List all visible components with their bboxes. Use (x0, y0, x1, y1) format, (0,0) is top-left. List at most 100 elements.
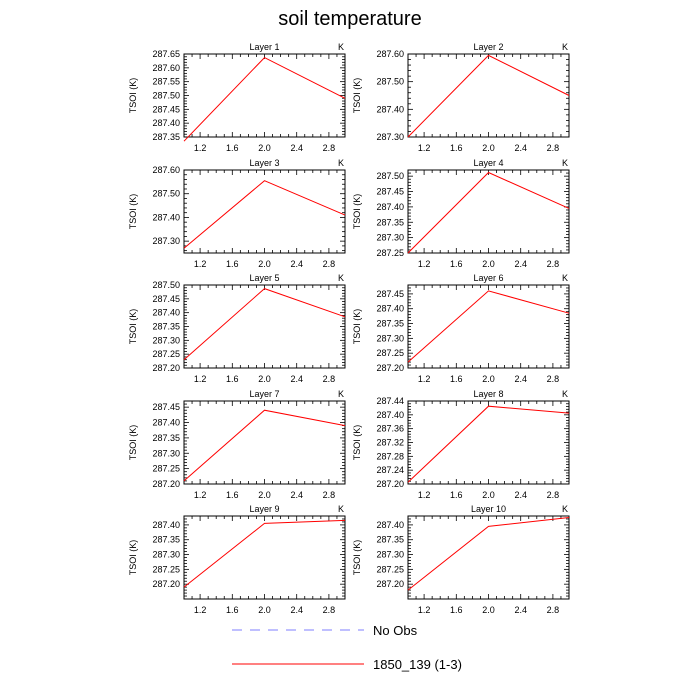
y-tick-label: 287.30 (376, 233, 404, 243)
panel-title: Layer 8 (473, 389, 503, 399)
x-tick-label: 1.2 (194, 490, 207, 500)
x-tick-label: 2.0 (258, 605, 271, 615)
x-tick-label: 2.4 (290, 259, 303, 269)
x-tick-label: 2.0 (482, 143, 495, 153)
x-tick-label: 1.2 (418, 490, 431, 500)
y-tick-label: 287.40 (152, 118, 180, 128)
y-axis-label: TSOI (K) (128, 425, 138, 461)
y-axis-label: TSOI (K) (128, 309, 138, 345)
panel-title: Layer 9 (249, 504, 279, 514)
y-tick-label: 287.45 (376, 289, 404, 299)
y-axis-label: TSOI (K) (128, 540, 138, 576)
x-tick-label: 2.8 (547, 490, 560, 500)
panel-layer-10: 1.2 1.6 2.0 2.4 2.8 287.20 287.25 287.30 287.35 2… (352, 504, 570, 615)
y-tick-label: 287.40 (376, 202, 404, 212)
y-tick-label: 287.25 (152, 349, 180, 359)
y-tick-label: 287.50 (376, 77, 404, 87)
y-tick-label: 287.25 (152, 564, 180, 574)
series-line (183, 180, 346, 249)
x-tick-label: 2.0 (258, 490, 271, 500)
x-tick-label: 1.2 (418, 605, 431, 615)
y-tick-label: 287.35 (152, 132, 180, 142)
plot-frame (183, 169, 346, 254)
y-tick-label: 287.30 (376, 333, 404, 343)
x-tick-label: 1.6 (450, 259, 463, 269)
x-tick-label: 2.8 (547, 143, 560, 153)
y-tick-label: 287.20 (376, 363, 404, 373)
y-tick-label: 287.65 (152, 49, 180, 59)
panel-layer-1: 1.2 1.6 2.0 2.4 2.8 287.35 287.40 287.45 287.50 2… (128, 42, 346, 153)
y-tick-label: 287.60 (152, 63, 180, 73)
y-tick-label: 287.55 (152, 77, 180, 87)
y-tick-label: 287.40 (152, 520, 180, 530)
series-line (407, 517, 570, 591)
x-tick-label: 2.8 (547, 374, 560, 384)
series-line (407, 171, 570, 254)
panel-layer-6: 1.2 1.6 2.0 2.4 2.8 287.20 287.25 287.30 287.35 2… (352, 273, 570, 384)
y-tick-label: 287.30 (152, 448, 180, 458)
x-tick-label: 2.8 (547, 605, 560, 615)
y-axis-label: TSOI (K) (352, 309, 362, 345)
x-tick-label: 1.2 (418, 259, 431, 269)
x-tick-label: 2.4 (514, 374, 527, 384)
series-line (183, 519, 346, 588)
y-tick-label: 287.60 (152, 165, 180, 175)
plot-frame (183, 53, 346, 138)
y-tick-label: 287.35 (376, 319, 404, 329)
x-tick-label: 2.4 (514, 143, 527, 153)
units-label: K (562, 504, 568, 514)
y-tick-label: 287.36 (376, 424, 404, 434)
y-tick-label: 287.24 (376, 465, 404, 475)
y-tick-label: 287.20 (152, 579, 180, 589)
x-tick-label: 2.0 (482, 259, 495, 269)
y-tick-label: 287.28 (376, 451, 404, 461)
x-tick-label: 2.4 (290, 374, 303, 384)
x-tick-label: 2.0 (258, 374, 271, 384)
x-tick-label: 2.0 (482, 490, 495, 500)
y-tick-label: 287.40 (376, 410, 404, 420)
x-tick-label: 2.4 (514, 605, 527, 615)
y-tick-label: 287.35 (376, 535, 404, 545)
x-tick-label: 2.8 (323, 259, 336, 269)
x-tick-label: 1.6 (226, 490, 239, 500)
y-tick-label: 287.35 (152, 535, 180, 545)
y-tick-label: 287.25 (376, 564, 404, 574)
x-tick-label: 1.6 (226, 143, 239, 153)
x-tick-label: 2.4 (290, 143, 303, 153)
y-tick-label: 287.40 (376, 520, 404, 530)
y-tick-label: 287.30 (376, 132, 404, 142)
panel-layer-2: 1.2 1.6 2.0 2.4 2.8 287.30 287.40 287.50 287.60 L… (352, 42, 570, 153)
x-tick-label: 2.4 (290, 605, 303, 615)
panel-layer-3: 1.2 1.6 2.0 2.4 2.8 287.30 287.40 287.50 287.60 L… (128, 158, 346, 269)
legend: No Obs 1850_139 (1-3) (232, 623, 462, 672)
x-tick-label: 2.8 (547, 259, 560, 269)
units-label: K (562, 273, 568, 283)
panel-title: Layer 5 (249, 273, 279, 283)
units-label: K (338, 504, 344, 514)
y-tick-label: 287.45 (152, 104, 180, 114)
y-tick-label: 287.50 (376, 171, 404, 181)
plot-frame (407, 169, 570, 254)
x-tick-label: 2.8 (323, 374, 336, 384)
x-tick-label: 2.0 (482, 374, 495, 384)
units-label: K (338, 273, 344, 283)
y-tick-label: 287.45 (152, 294, 180, 304)
panel-title: Layer 10 (471, 504, 506, 514)
y-axis-label: TSOI (K) (128, 194, 138, 230)
plot-frame (407, 53, 570, 138)
panel-title: Layer 4 (473, 158, 503, 168)
y-tick-label: 287.50 (152, 280, 180, 290)
panel-layer-8: 1.2 1.6 2.0 2.4 2.8 287.20 287.24 287.28 287.32 2… (352, 389, 570, 500)
panel-title: Layer 1 (249, 42, 279, 52)
x-tick-label: 2.0 (258, 143, 271, 153)
series-line (183, 288, 346, 361)
y-tick-label: 287.35 (152, 433, 180, 443)
units-label: K (562, 389, 568, 399)
y-axis-label: TSOI (K) (352, 540, 362, 576)
y-tick-label: 287.40 (152, 418, 180, 428)
units-label: K (562, 42, 568, 52)
series-line (183, 409, 346, 482)
plot-frame (183, 400, 346, 485)
plot-frame (407, 515, 570, 600)
x-tick-label: 1.2 (194, 374, 207, 384)
